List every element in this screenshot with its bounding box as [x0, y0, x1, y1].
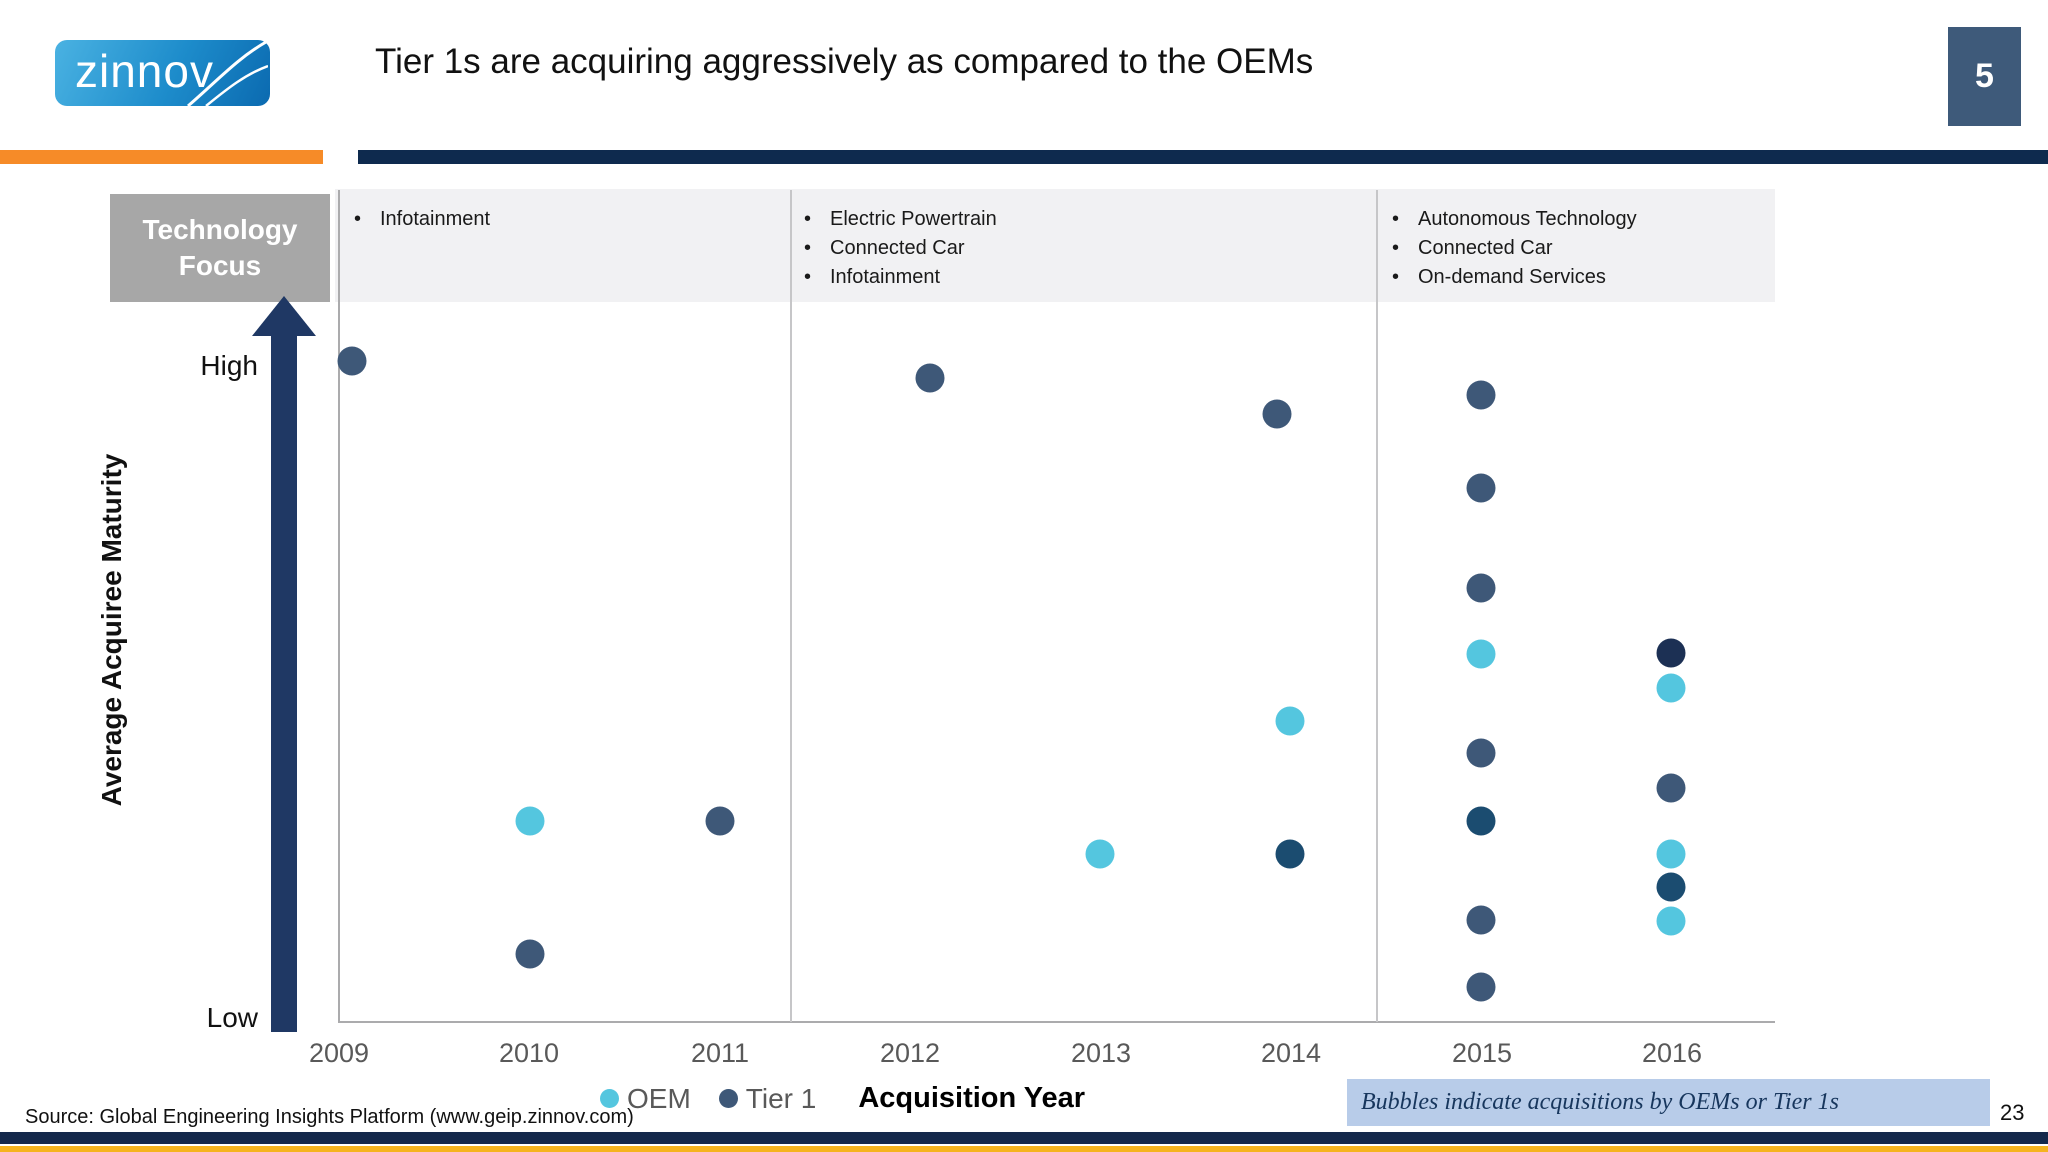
tech-focus-column-2009-2011: Infotainment — [350, 205, 780, 234]
x-axis-title: Acquisition Year — [858, 1082, 1086, 1114]
page-number: 23 — [2000, 1100, 2025, 1125]
data-point-tier1-2009 — [337, 346, 367, 376]
chart-left-border — [338, 190, 340, 1022]
tech-focus-column-2015-2016: Autonomous TechnologyConnected CarOn-dem… — [1388, 205, 1768, 292]
data-point-oem-2016 — [1656, 673, 1686, 703]
zinnov-logo: zinnov — [55, 40, 270, 106]
x-tick-label-2013: 2013 — [1070, 1038, 1132, 1068]
y-axis-arrow-shaft — [271, 332, 297, 1032]
data-point-tier1-2016 — [1656, 638, 1686, 668]
data-point-tier1-2016 — [1656, 773, 1686, 803]
slide-number-badge: 5 — [1948, 27, 2021, 126]
tech-focus-column-2012-2014: Electric PowertrainConnected CarInfotain… — [800, 205, 1360, 292]
y-axis-arrow-head — [252, 296, 316, 336]
legend-item-tier1: Tier 1 — [718, 1082, 817, 1115]
x-tick-label-2011: 2011 — [690, 1038, 750, 1068]
tier1-legend-dot-icon — [718, 1089, 738, 1108]
note-box: Bubbles indicate acquisitions by OEMs or… — [1347, 1079, 1990, 1126]
page-title: Tier 1s are acquiring aggressively as co… — [375, 42, 1314, 81]
data-point-tier1-2010 — [515, 939, 545, 969]
x-tick-label-2009: 2009 — [308, 1038, 370, 1068]
tech-focus-item: Connected Car — [800, 234, 1360, 263]
slide-number: 5 — [1975, 57, 1994, 95]
data-point-tier1-2015 — [1466, 905, 1496, 935]
data-point-tier1-2015 — [1466, 972, 1496, 1002]
data-point-tier1-2011 — [705, 806, 735, 836]
technology-focus-header: Technology Focus — [110, 194, 330, 302]
chart-legend: OEM Tier 1 Acquisition Year — [600, 1082, 1085, 1115]
data-point-oem-2015 — [1466, 639, 1496, 669]
period-divider-2 — [1376, 190, 1378, 1022]
legend-item-oem: OEM — [600, 1083, 691, 1115]
data-point-tier1-2015 — [1466, 806, 1496, 836]
zinnov-logo-text: zinnov — [75, 45, 214, 97]
data-point-oem-2016 — [1656, 906, 1686, 936]
header-navy-bar — [358, 150, 2048, 164]
x-tick-label-2015: 2015 — [1451, 1038, 1513, 1068]
tech-focus-item: Electric Powertrain — [800, 205, 1360, 234]
oem-legend-dot-icon — [600, 1089, 619, 1108]
x-tick-label-2010: 2010 — [498, 1038, 560, 1068]
tech-focus-item: Autonomous Technology — [1388, 205, 1768, 234]
data-point-tier1-2015 — [1466, 573, 1496, 603]
header-orange-bar — [0, 150, 323, 164]
footer-navy-stripe — [0, 1132, 2048, 1144]
data-point-oem-2013 — [1085, 839, 1115, 869]
note-text: Bubbles indicate acquisitions by OEMs or… — [1361, 1089, 1839, 1115]
period-divider-1 — [790, 190, 792, 1022]
tech-focus-item: Connected Car — [1388, 234, 1768, 263]
data-point-tier1-2014 — [1262, 399, 1292, 429]
footer-gold-stripe — [0, 1146, 2048, 1152]
tech-focus-item: On-demand Services — [1388, 263, 1768, 292]
tier1-legend-label: Tier 1 — [745, 1082, 817, 1114]
y-axis-title: Average Acquiree Maturity — [96, 453, 127, 807]
data-point-tier1-2016 — [1656, 872, 1686, 902]
tech-focus-item: Infotainment — [800, 263, 1360, 292]
data-point-tier1-2015 — [1466, 473, 1496, 503]
oem-legend-label: OEM — [627, 1082, 691, 1114]
logo-swoosh-icon — [187, 40, 268, 106]
y-axis-low-label: Low — [206, 1002, 258, 1033]
x-tick-label-2016: 2016 — [1641, 1038, 1703, 1068]
data-point-oem-2014 — [1275, 706, 1305, 736]
data-point-tier1-2015 — [1466, 380, 1496, 410]
source-attribution: Source: Global Engineering Insights Plat… — [25, 1106, 634, 1128]
y-axis-high-label: High — [200, 350, 258, 381]
data-point-oem-2016 — [1656, 839, 1686, 869]
data-point-tier1-2012 — [915, 363, 945, 393]
data-point-oem-2010 — [515, 806, 545, 836]
x-tick-label-2012: 2012 — [879, 1038, 941, 1068]
data-point-tier1-2014 — [1275, 839, 1305, 869]
tech-focus-item: Infotainment — [350, 205, 780, 234]
chart-x-axis-line — [338, 1021, 1775, 1023]
x-tick-label-2014: 2014 — [1260, 1038, 1322, 1068]
data-point-tier1-2015 — [1466, 738, 1496, 768]
technology-focus-label: Technology Focus — [142, 213, 298, 281]
